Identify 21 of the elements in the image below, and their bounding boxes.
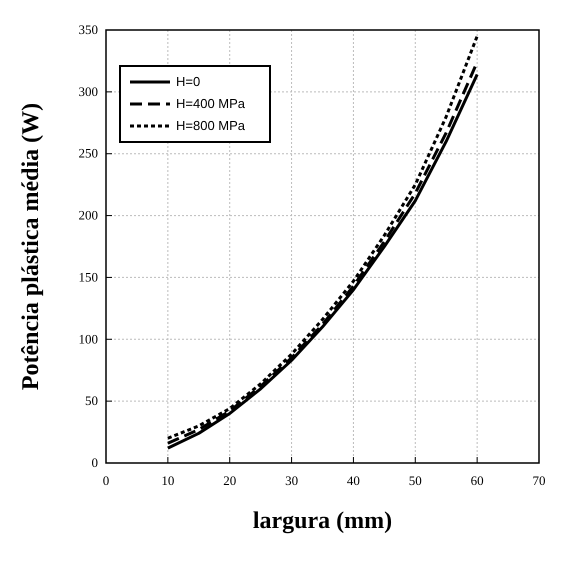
x-tick-label: 40 [346, 473, 360, 488]
y-tick-label: 150 [78, 269, 98, 284]
x-tick-label: 0 [102, 473, 110, 488]
y-tick-label: 100 [78, 331, 98, 346]
x-tick-label: 70 [532, 473, 546, 488]
x-tick-label: 30 [285, 473, 298, 488]
legend-label: H=400 MPa [176, 96, 246, 111]
y-tick-label: 0 [92, 455, 98, 470]
y-tick-label: 250 [78, 146, 98, 161]
y-tick-label: 200 [78, 208, 98, 223]
x-tick-label: 50 [408, 473, 422, 488]
x-axis-title: largura (mm) [252, 508, 392, 534]
y-tick-label: 50 [85, 393, 98, 408]
x-tick-label: 20 [223, 473, 236, 488]
y-tick-label: 350 [78, 22, 98, 37]
x-tick-label: 60 [470, 473, 484, 488]
legend-label: H=0 [176, 74, 200, 89]
legend-label: H=800 MPa [176, 118, 246, 133]
x-tick-label: 10 [161, 473, 174, 488]
y-tick-label: 300 [78, 84, 98, 99]
y-axis-title: Potência plástica média (W) [18, 102, 44, 390]
